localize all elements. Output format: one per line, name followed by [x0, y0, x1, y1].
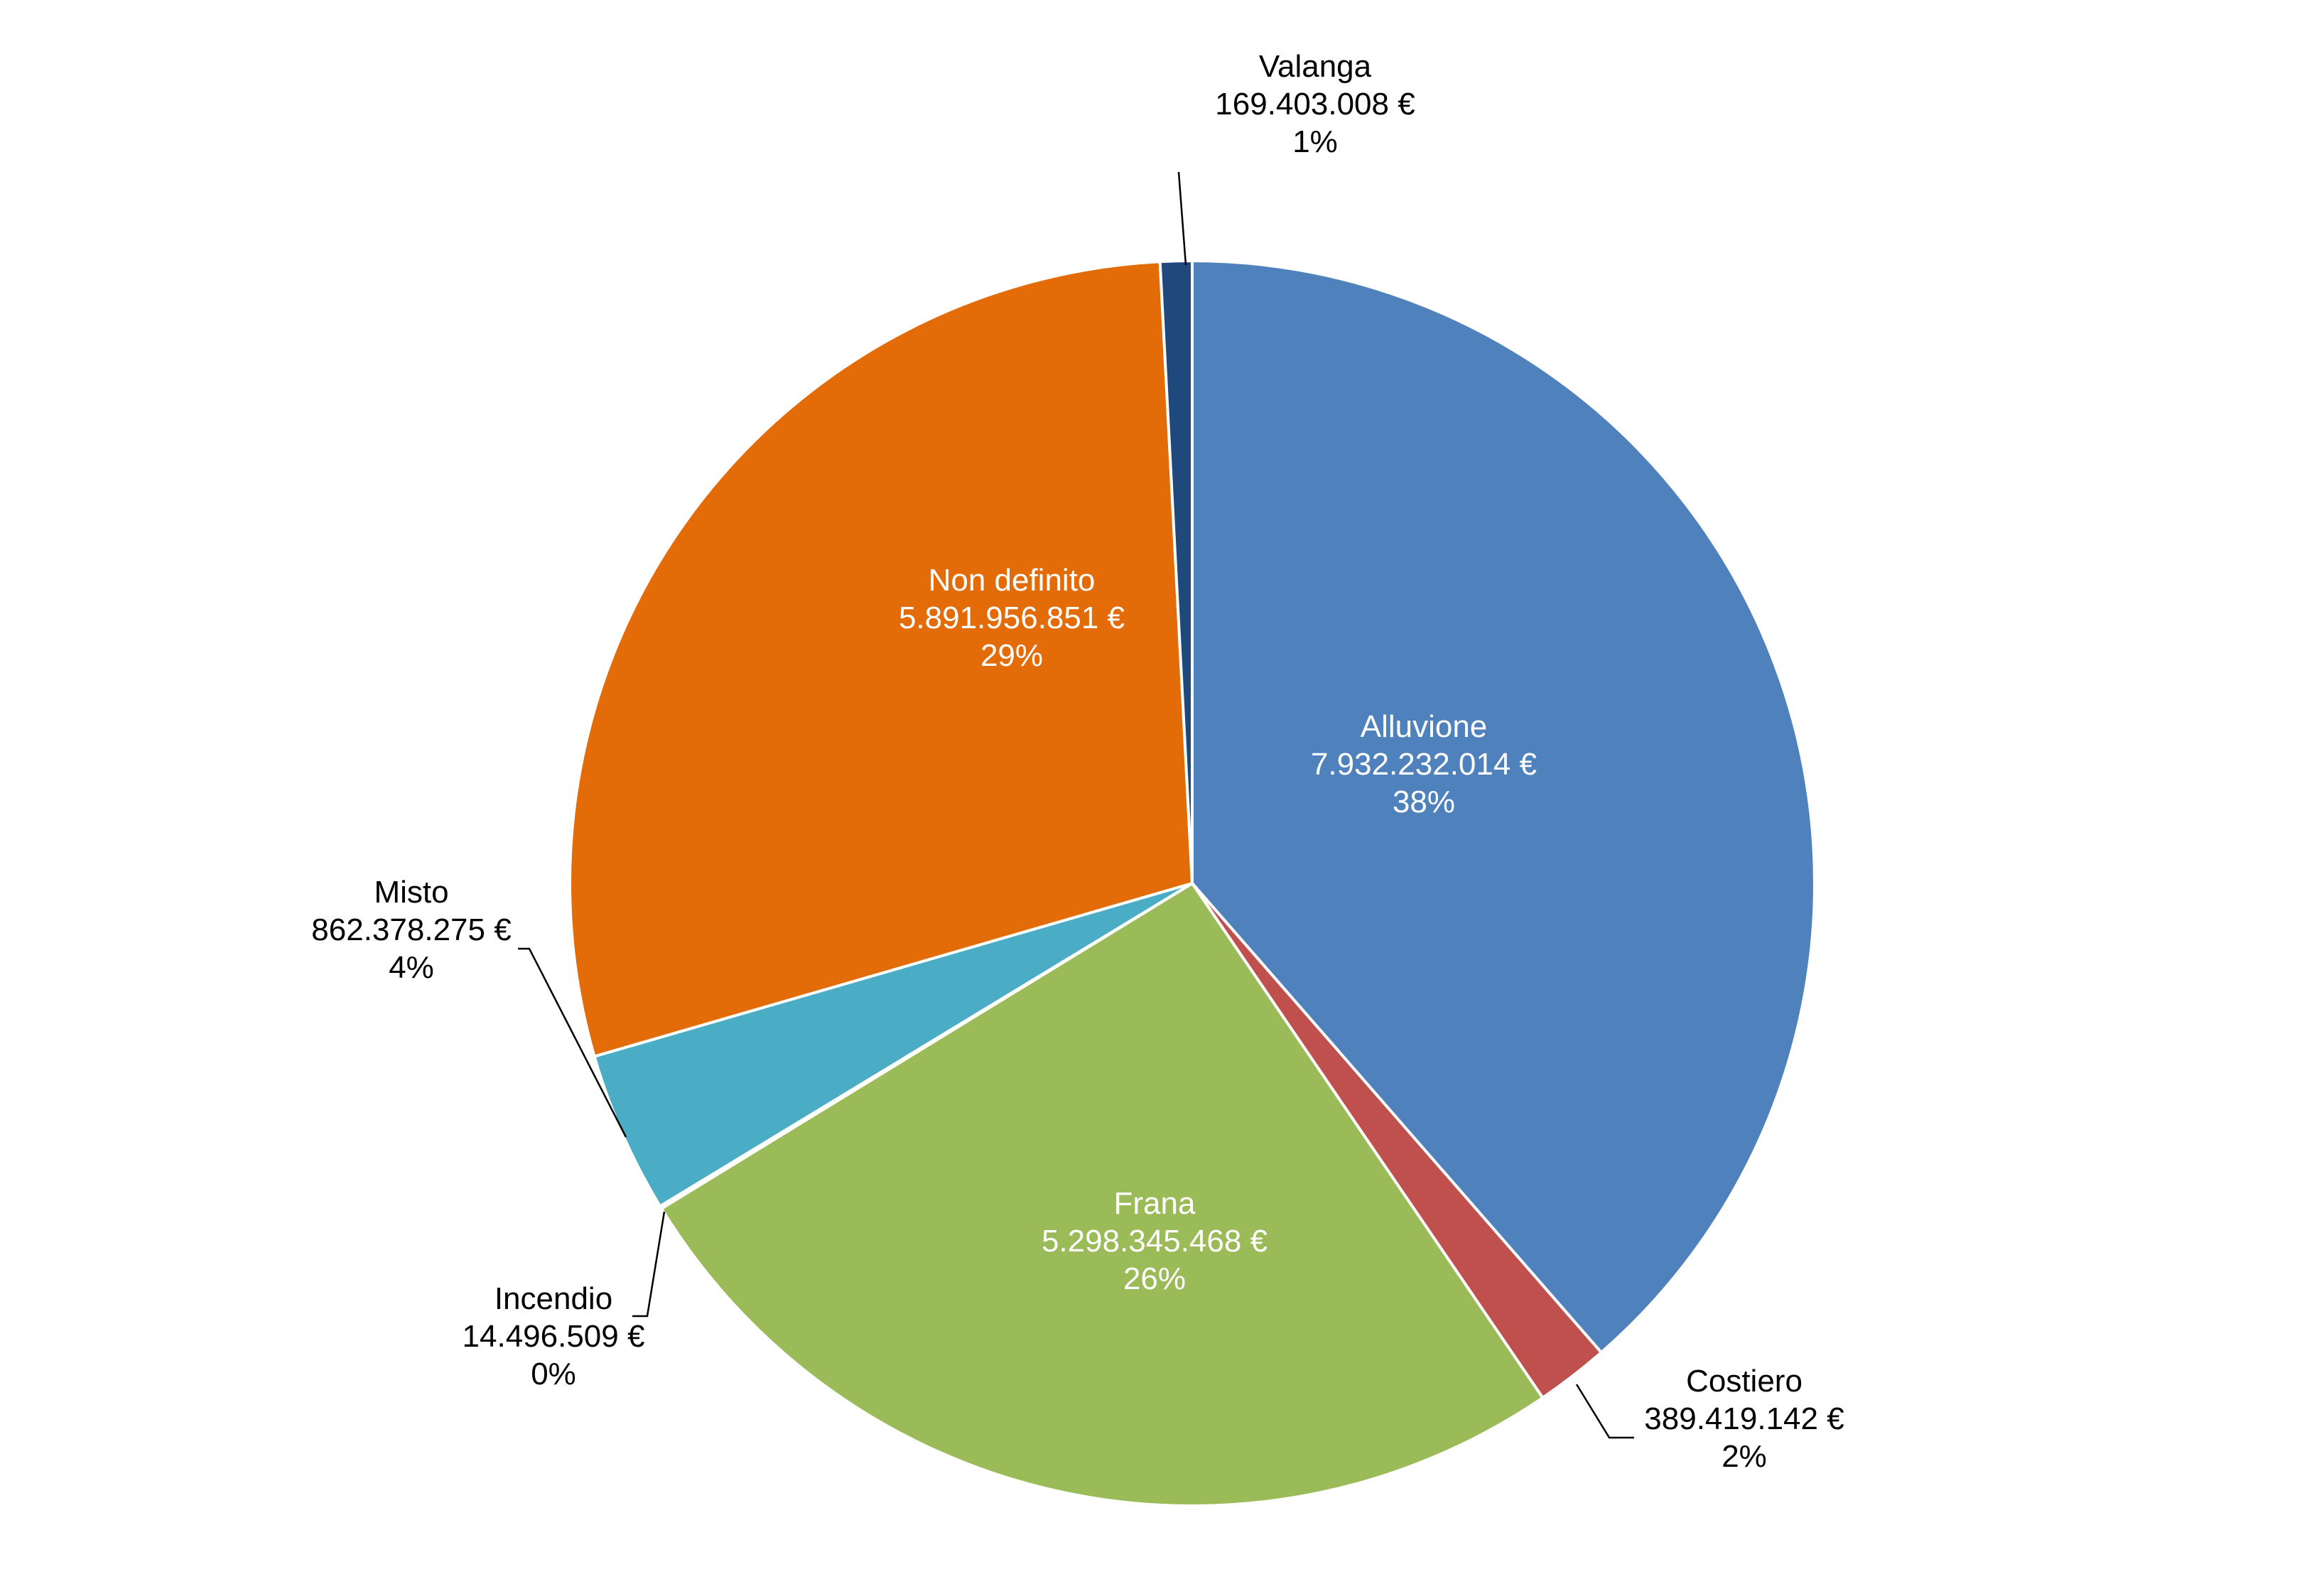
- data-label-frana: Frana 5.298.345.468 €26%: [1042, 1186, 1268, 1296]
- data-label-amount: 7.932.232.014 €: [1311, 747, 1537, 782]
- data-label-percent: 2%: [1722, 1439, 1767, 1474]
- data-label-percent: 4%: [389, 950, 434, 985]
- data-label-amount: 862.378.275 €: [311, 912, 511, 947]
- pie-slices: [568, 259, 1816, 1507]
- leader-line-valanga: [1177, 171, 1187, 266]
- data-label-alluvione: Alluvione 7.932.232.014 €38%: [1311, 709, 1537, 819]
- data-label-name: Alluvione: [1361, 709, 1488, 744]
- data-label-name: Valanga: [1259, 49, 1372, 84]
- pie-slice-frana: [660, 882, 1545, 1507]
- leader-lines: [518, 171, 1634, 1439]
- data-label-amount: 5.891.956.851 €: [899, 600, 1125, 635]
- data-label-percent: 0%: [531, 1357, 576, 1391]
- leader-line-costiero: [1575, 1384, 1634, 1439]
- data-label-misto: Misto 862.378.275 €4%: [311, 875, 511, 985]
- data-label-amount: 389.419.142 €: [1644, 1401, 1844, 1436]
- data-label-percent: 1%: [1292, 124, 1338, 159]
- pie-slice-valanga: [1158, 259, 1194, 885]
- data-label-amount: 5.298.345.468 €: [1042, 1224, 1268, 1259]
- leader-line-incendio: [632, 1211, 666, 1318]
- pie-slice-alluvione: [1191, 259, 1816, 1354]
- data-label-costiero: Costiero 389.419.142 €2%: [1644, 1364, 1844, 1474]
- data-label-name: Frana: [1114, 1186, 1196, 1221]
- data-labels: Alluvione 7.932.232.014 €38% Costiero 389.4…: [311, 49, 1844, 1474]
- data-label-name: Misto: [374, 875, 448, 910]
- data-label-non-definito: Non definito 5.891.956.851 €29%: [899, 563, 1125, 673]
- data-label-name: Incendio: [494, 1281, 612, 1316]
- data-label-name: Costiero: [1686, 1364, 1803, 1399]
- data-label-percent: 38%: [1393, 785, 1455, 819]
- data-label-percent: 26%: [1123, 1261, 1186, 1296]
- leader-line-misto: [518, 947, 627, 1138]
- data-label-incendio: Incendio 14.496.509 €0%: [463, 1281, 645, 1391]
- data-label-percent: 29%: [980, 638, 1043, 673]
- pie-slice-non-definito: [568, 260, 1194, 1058]
- data-label-amount: 14.496.509 €: [463, 1319, 645, 1354]
- data-label-name: Non definito: [929, 563, 1096, 598]
- data-label-valanga: Valanga 169.403.008 €1%: [1215, 49, 1415, 159]
- data-label-amount: 169.403.008 €: [1215, 87, 1415, 122]
- pie-slice-misto: [593, 882, 1194, 1208]
